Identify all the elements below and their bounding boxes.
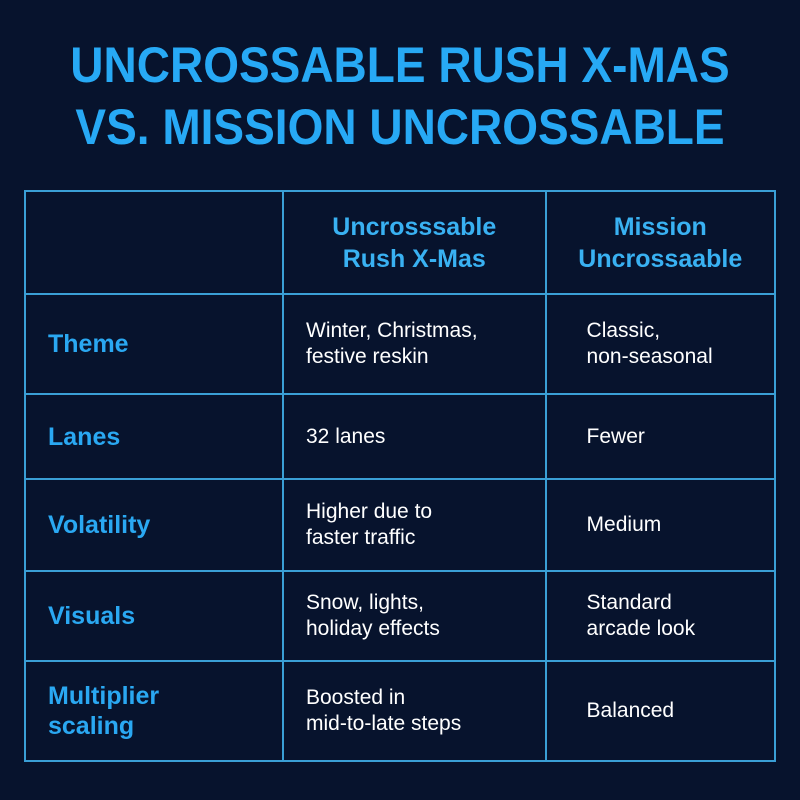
row-label-visuals: Visuals	[24, 570, 284, 662]
header-line: Uncrosssable	[332, 212, 497, 241]
cell-line: Standard	[586, 591, 672, 614]
cell-line: faster traffic	[306, 526, 416, 549]
cell-line: arcade look	[586, 617, 696, 640]
table-row: Volatility Higher due to faster traffic M…	[24, 478, 777, 572]
header-mission-uncrossable: Mission Uncrossaable	[544, 190, 777, 295]
row-label-lanes: Lanes	[24, 393, 284, 480]
cell-b: Medium	[544, 478, 777, 572]
cell-line: mid-to-late steps	[306, 712, 462, 735]
cell-line: Classic,	[586, 319, 661, 342]
header-empty-cell	[24, 190, 284, 295]
row-label-volatility: Volatility	[24, 478, 284, 572]
row-label-multiplier-scaling: Multiplier scaling	[24, 660, 284, 762]
header-row: Uncrosssable Rush X-Mas Mission Uncrossaab…	[24, 190, 777, 295]
table-row: Multiplier scaling Boosted in mid-to-late …	[24, 660, 777, 762]
table-row: Visuals Snow, lights, holiday effects Sta…	[24, 570, 777, 662]
label-line: scaling	[48, 712, 135, 740]
cell-line: holiday effects	[306, 617, 440, 640]
cell-a: Snow, lights, holiday effects	[282, 570, 547, 662]
header-line: Uncrossaable	[578, 244, 743, 273]
comparison-table: Uncrosssable Rush X-Mas Mission Uncrossaab…	[24, 190, 777, 762]
cell-line: Snow, lights,	[306, 591, 424, 614]
row-label-theme: Theme	[24, 293, 284, 395]
page-title: UNCROSSABLE RUSH X-MAS VS. MISSION UNCRO…	[32, 34, 768, 158]
cell-a: Winter, Christmas, festive reskin	[282, 293, 547, 395]
title-line-1: UNCROSSABLE RUSH X-MAS	[70, 37, 730, 93]
table-row: Lanes 32 lanes Fewer	[24, 393, 777, 480]
header-line: Rush X-Mas	[342, 244, 486, 273]
cell-line: non-seasonal	[586, 345, 713, 368]
cell-line: Higher due to	[306, 500, 433, 523]
cell-line: Balanced	[586, 699, 675, 722]
cell-b: Standard arcade look	[544, 570, 777, 662]
cell-a: Higher due to faster traffic	[282, 478, 547, 572]
title-line-2: VS. MISSION UNCROSSABLE	[75, 99, 725, 155]
table-row: Theme Winter, Christmas, festive reskin C…	[24, 293, 777, 395]
header-line: Mission	[613, 212, 707, 241]
cell-line: festive reskin	[306, 345, 429, 368]
cell-b: Balanced	[544, 660, 777, 762]
cell-b: Classic, non-seasonal	[544, 293, 777, 395]
cell-a: 32 lanes	[282, 393, 547, 480]
cell-line: Boosted in	[306, 686, 406, 709]
cell-a: Boosted in mid-to-late steps	[282, 660, 547, 762]
cell-line: 32 lanes	[306, 424, 386, 448]
label-line: Multiplier	[48, 682, 160, 710]
cell-b: Fewer	[544, 393, 777, 480]
cell-line: Winter, Christmas,	[306, 319, 478, 342]
cell-line: Medium	[586, 513, 662, 536]
cell-line: Fewer	[586, 424, 645, 448]
header-uncrossable-rush-xmas: Uncrosssable Rush X-Mas	[282, 190, 547, 295]
